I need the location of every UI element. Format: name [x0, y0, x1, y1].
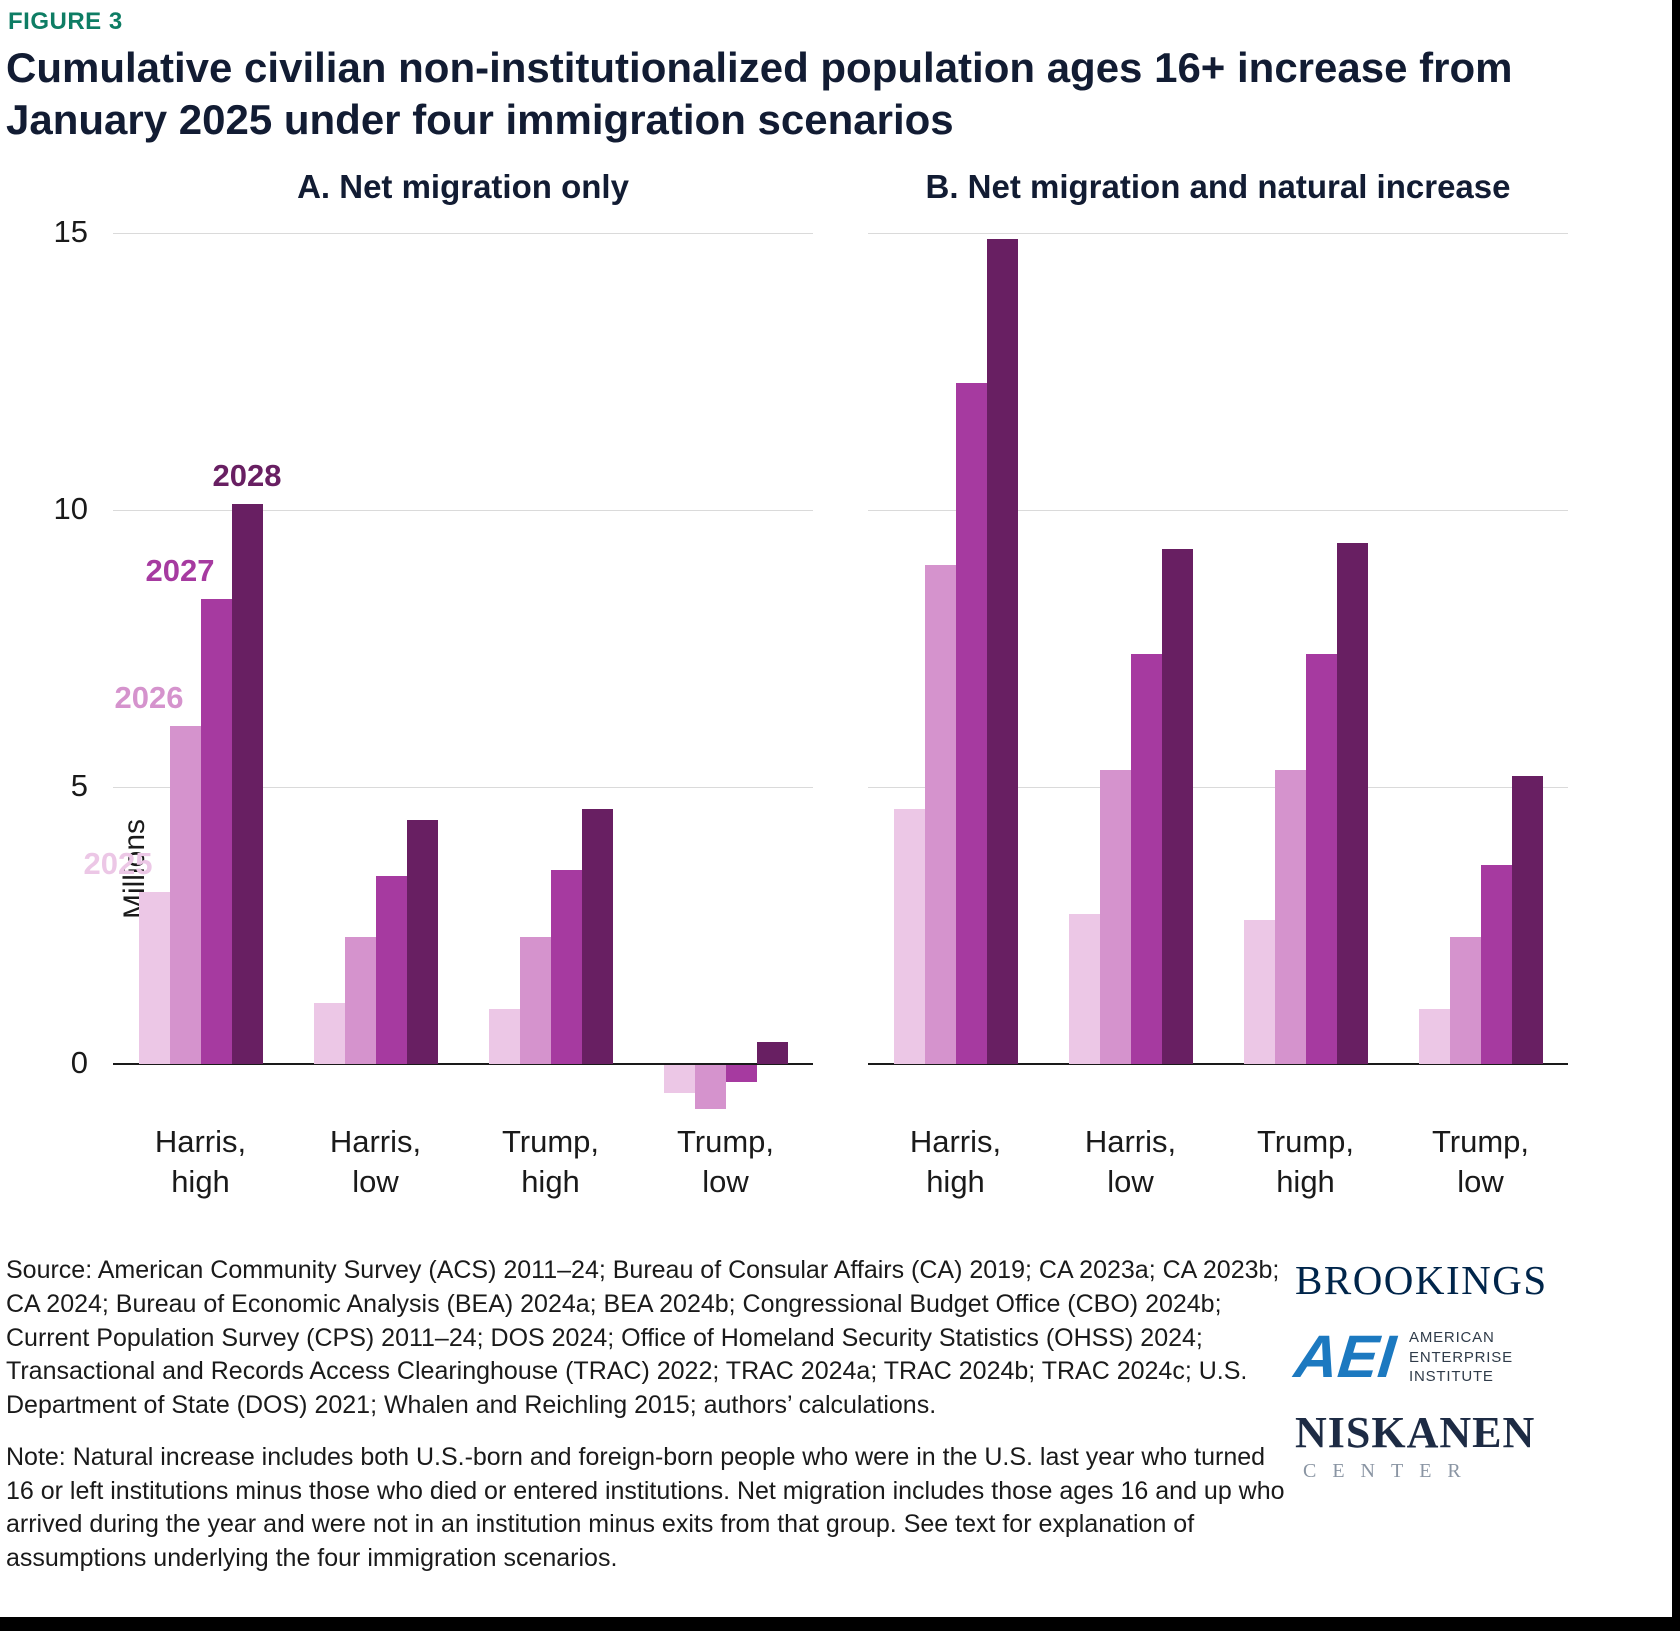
panel-b-title: B. Net migration and natural increase — [925, 168, 1511, 205]
x-axis-line — [113, 1063, 813, 1065]
category-label-line: high — [1276, 1163, 1335, 1199]
bar-2026 — [519, 936, 551, 1064]
bar-2028 — [231, 504, 263, 1064]
x-axis-line — [868, 1063, 1568, 1065]
category-label-line: Harris, — [1084, 1124, 1177, 1159]
category-label: Harris, low — [1021, 1122, 1241, 1201]
bar-2026 — [1099, 770, 1131, 1064]
category-label: Trump, high — [1196, 1122, 1416, 1201]
bar-2028 — [756, 1041, 788, 1064]
bar-2025 — [138, 892, 170, 1064]
category-label-line: high — [171, 1163, 230, 1199]
gridline — [868, 787, 1568, 788]
aei-logo: AEI AMERICAN ENTERPRISE INSTITUTE — [1291, 1323, 1675, 1391]
chart-panel-net-migration-and-natural-increase: Harris, high Harris, low Trump, high Trump, low — [868, 224, 1568, 1234]
bar-2025 — [893, 809, 925, 1064]
aei-line-1: AMERICAN — [1409, 1329, 1495, 1346]
category-label-line: Harris, — [909, 1124, 1002, 1159]
screenshot-bottom-edge — [0, 1617, 1680, 1631]
category-label: Trump, low — [616, 1122, 836, 1201]
bar-2025 — [1068, 914, 1100, 1064]
bar-2025 — [1418, 1008, 1450, 1064]
aei-logo-text: AMERICAN ENTERPRISE INSTITUTE — [1409, 1328, 1513, 1387]
aei-wordmark-icon: AEI — [1291, 1323, 1399, 1391]
gridline — [113, 787, 813, 788]
bar-2028 — [1336, 543, 1368, 1064]
gridline — [868, 233, 1568, 234]
bar-2026 — [1274, 770, 1306, 1064]
screenshot-right-edge — [1672, 0, 1680, 1631]
niskanen-center-label: CENTER — [1303, 1459, 1477, 1482]
panel-a-title: A. Net migration only — [297, 168, 629, 205]
category-label-line: high — [926, 1163, 985, 1199]
y-tick-label: 15 — [53, 214, 88, 249]
source-text: Source: American Community Survey (ACS) … — [6, 1256, 1280, 1419]
category-label-line: Harris, — [154, 1124, 247, 1159]
year-label-2025: 2025 — [83, 846, 153, 882]
year-label-2026: 2026 — [114, 680, 184, 716]
niskanen-logo: NISKANEN — [1295, 1407, 1536, 1457]
bar-2025 — [1243, 919, 1275, 1064]
bar-2027 — [725, 1065, 757, 1082]
gridline — [113, 233, 813, 234]
bar-2027 — [1480, 864, 1512, 1064]
chart-panel-net-migration-only: Millions 0 5 10 15 Harris, high Harris, low Trum… — [54, 214, 813, 1234]
footer-text: Source: American Community Survey (ACS) … — [6, 1254, 1286, 1594]
bar-2027 — [1305, 654, 1337, 1064]
category-label: Harris, high — [91, 1122, 311, 1201]
category-label-line: low — [1457, 1163, 1504, 1199]
bar-2026 — [924, 565, 956, 1064]
category-label-line: low — [1107, 1163, 1154, 1199]
bar-2027 — [375, 875, 407, 1064]
bar-2025 — [488, 1008, 520, 1064]
bar-2025 — [313, 1003, 345, 1064]
category-label: Trump, low — [1371, 1122, 1591, 1201]
bar-2028 — [581, 809, 613, 1064]
bar-2027 — [1130, 654, 1162, 1064]
y-tick-label: 5 — [70, 768, 88, 803]
category-label: Harris, high — [846, 1122, 1066, 1201]
bar-2027 — [550, 870, 582, 1064]
category-label: Trump, high — [441, 1122, 661, 1201]
category-label-line: high — [521, 1163, 580, 1199]
category-label-line: Harris, — [329, 1124, 422, 1159]
brookings-logo: BROOKINGS — [1295, 1257, 1548, 1303]
bar-2027 — [955, 382, 987, 1064]
bar-2026 — [694, 1065, 726, 1110]
bar-2028 — [406, 820, 438, 1064]
y-tick-label: 10 — [53, 491, 88, 526]
bar-2026 — [169, 726, 201, 1064]
category-label-line: Trump, — [1256, 1124, 1355, 1159]
aei-line-3: INSTITUTE — [1409, 1368, 1494, 1385]
category-label-line: Trump, — [1431, 1124, 1530, 1159]
year-label-2028: 2028 — [212, 458, 282, 494]
year-label-2027: 2027 — [145, 552, 215, 588]
gridline — [868, 510, 1568, 511]
bar-2028 — [986, 238, 1018, 1064]
gridline — [113, 510, 813, 511]
bar-2028 — [1511, 775, 1543, 1064]
category-label: Harris, low — [266, 1122, 486, 1201]
category-label-line: low — [702, 1163, 749, 1199]
category-label-line: low — [352, 1163, 399, 1199]
bar-2028 — [1161, 548, 1193, 1064]
bar-2026 — [344, 936, 376, 1064]
figure-label: FIGURE 3 — [8, 8, 123, 35]
bar-2026 — [1449, 936, 1481, 1064]
category-label-line: Trump, — [676, 1124, 775, 1159]
logo-column: BROOKINGS AEI AMERICAN ENTERPRISE INSTIT… — [1291, 1256, 1675, 1483]
page-title: Cumulative civilian non-institutionalize… — [6, 44, 1513, 144]
y-tick-label: 0 — [70, 1045, 88, 1080]
bar-2025 — [663, 1065, 695, 1093]
category-label-line: Trump, — [501, 1124, 600, 1159]
bar-2027 — [200, 598, 232, 1064]
aei-line-2: ENTERPRISE — [1409, 1348, 1513, 1366]
note-text: Note: Natural increase includes both U.S… — [6, 1442, 1285, 1572]
